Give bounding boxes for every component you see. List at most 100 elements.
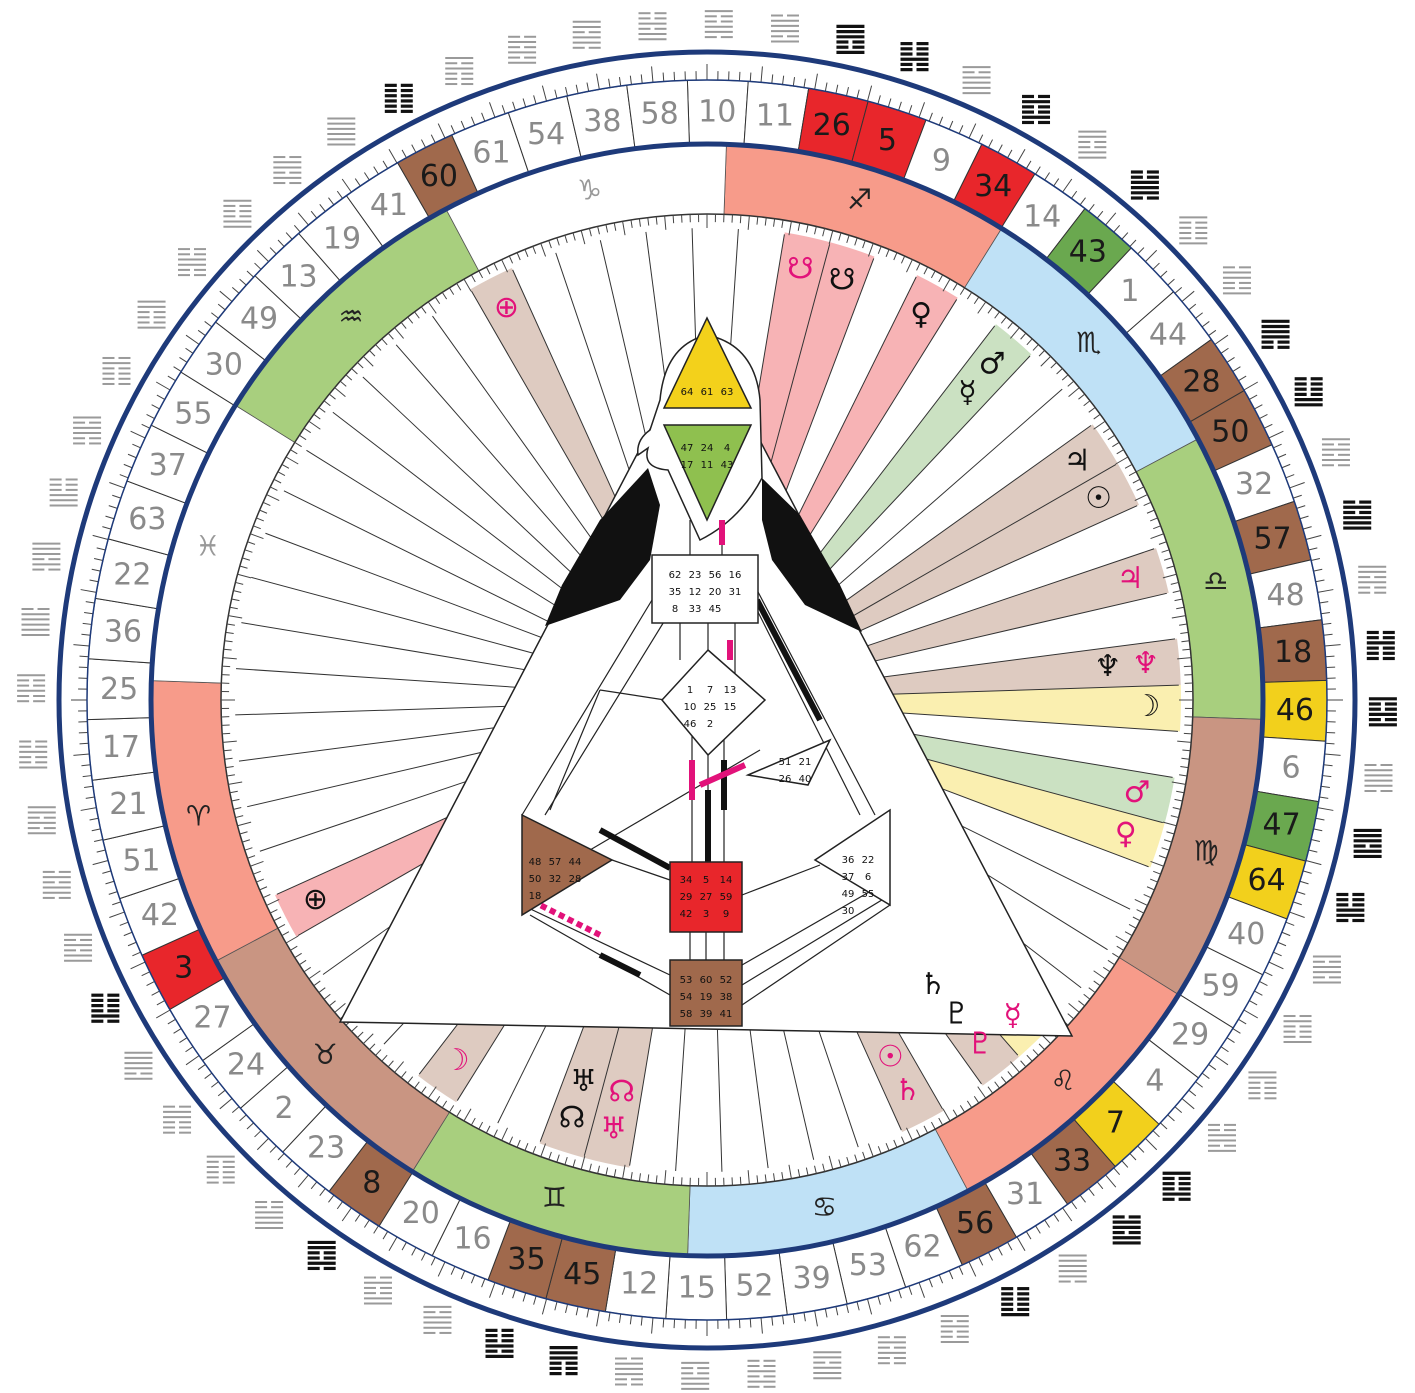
zodiac-symbol: ♍ (1194, 835, 1219, 868)
gate-number: 27 (193, 1001, 231, 1036)
hexagram (1208, 1125, 1236, 1151)
degree-tick (663, 73, 664, 82)
zodiac-symbol: ♑ (577, 173, 602, 206)
gate-number: 18 (1274, 635, 1312, 670)
hexagram (32, 544, 60, 570)
hexagram (50, 480, 78, 506)
hexagram (836, 26, 864, 52)
center-gate: 30 (842, 906, 855, 917)
degree-tick (750, 73, 751, 82)
hexagram (1364, 765, 1392, 791)
hexagram (273, 157, 301, 183)
center-gate: 64 (681, 387, 694, 398)
center-gate: 13 (724, 685, 737, 696)
hexagram (1163, 1173, 1191, 1199)
gate-number: 15 (678, 1270, 716, 1305)
gate-number: 51 (122, 843, 160, 878)
degree-tick (222, 666, 230, 667)
gate-number: 24 (227, 1048, 265, 1083)
gate-number: 1 (1120, 274, 1139, 309)
center-gate: 36 (842, 855, 855, 866)
planet-symbol: ☊ (608, 1074, 635, 1109)
gate-number: 58 (640, 96, 678, 131)
hexagram (17, 675, 45, 701)
gate-number: 46 (1276, 693, 1314, 728)
degree-tick (673, 1177, 674, 1185)
zodiac-symbol: ♉ (313, 1038, 338, 1071)
zodiac-symbol: ♈ (186, 799, 211, 832)
hexagram (963, 67, 991, 93)
planet-symbol: ☽ (443, 1043, 470, 1078)
center-gate: 62 (669, 570, 682, 581)
center-gate: 37 (842, 872, 855, 883)
hexagram (615, 1358, 643, 1384)
hexagram (1354, 830, 1382, 856)
center-gate: 32 (549, 874, 562, 885)
center-gate: 17 (681, 460, 694, 471)
hexagram (1336, 894, 1364, 920)
hexagram (1078, 132, 1106, 158)
gate-number: 56 (956, 1206, 994, 1241)
hexagram (573, 22, 601, 48)
gate-number: 9 (932, 143, 951, 178)
center-gate: 6 (865, 872, 871, 883)
center-gate: 39 (700, 1009, 713, 1020)
gate-number: 52 (735, 1269, 773, 1304)
planet-symbol: ☽ (1133, 689, 1160, 724)
center-gate: 51 (779, 757, 792, 768)
gate-number: 23 (307, 1130, 345, 1165)
hexagram (364, 1278, 392, 1304)
gate-number: 36 (104, 615, 142, 650)
gate-number: 34 (974, 169, 1012, 204)
gate-number: 57 (1253, 522, 1291, 557)
hexagram (64, 935, 92, 961)
hexagram (878, 1337, 906, 1363)
hexagram (681, 1363, 709, 1389)
gate-number: 26 (813, 108, 851, 143)
center-gate: 41 (720, 1009, 733, 1020)
degree-tick (1325, 743, 1334, 744)
center-gate: 46 (684, 719, 697, 730)
planet-symbol: ♂ (1124, 775, 1151, 810)
gate-number: 59 (1202, 969, 1240, 1004)
hexagram (941, 1316, 969, 1342)
center-gate: 23 (689, 570, 702, 581)
center-gate: 9 (723, 909, 729, 920)
gate-number: 28 (1182, 364, 1220, 399)
zodiac-symbol: ♐ (847, 183, 872, 216)
hexagram (1223, 267, 1251, 293)
center-gate: 40 (799, 774, 812, 785)
gate-number: 31 (1006, 1177, 1044, 1212)
hexagram (124, 1053, 152, 1079)
gate-number: 64 (1248, 863, 1286, 898)
gate-number: 5 (878, 123, 897, 158)
center-gate: 57 (549, 857, 562, 868)
center-gate: 1 (687, 685, 693, 696)
center-gate: 53 (680, 975, 693, 986)
center-gate: 49 (842, 889, 855, 900)
hexagram (43, 872, 71, 898)
hexagram (813, 1352, 841, 1378)
planet-symbol: ♃ (1117, 561, 1144, 596)
planet-symbol: ⊕ (494, 290, 519, 325)
center-gate: 45 (709, 604, 722, 615)
gate-number: 2 (274, 1091, 293, 1126)
gate-number: 17 (102, 730, 140, 765)
mandala: 6461634724417114362235616351220318334517… (0, 0, 1415, 1393)
center-gate: 20 (709, 587, 722, 598)
center-gate: 26 (779, 774, 792, 785)
hexagram (638, 13, 666, 39)
gate-number: 33 (1053, 1143, 1091, 1178)
hexagram (771, 16, 799, 42)
hexagram (508, 37, 536, 63)
gate-number: 10 (698, 95, 736, 130)
center-gate: 60 (700, 975, 713, 986)
planet-symbol: ☿ (1003, 998, 1021, 1033)
hexagram (28, 807, 56, 833)
gate-number: 43 (1069, 235, 1107, 270)
center-gate: 54 (680, 992, 693, 1003)
hexagram (1284, 1016, 1312, 1042)
gate-number: 53 (849, 1248, 887, 1283)
gate-number: 41 (370, 188, 408, 223)
hexagram (1059, 1256, 1087, 1282)
